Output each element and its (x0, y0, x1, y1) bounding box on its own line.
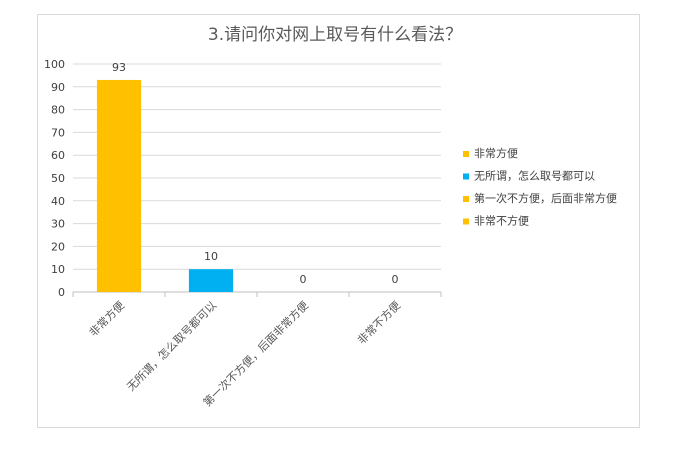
legend-swatch (463, 151, 469, 157)
bars (96, 79, 234, 293)
legend-label: 无所谓，怎么取号都可以 (474, 169, 595, 183)
y-tick-label: 50 (51, 172, 65, 185)
legend-entry: 非常不方便 (463, 214, 529, 228)
legend-entry: 无所谓，怎么取号都可以 (463, 169, 595, 183)
legend-entry: 第一次不方便，后面非常方便 (463, 191, 617, 205)
x-category-label: 第一次不方便，后面非常方便 (200, 298, 311, 409)
data-label: 0 (392, 273, 399, 286)
y-tick-label: 90 (51, 81, 65, 94)
y-tick-label: 0 (58, 286, 65, 299)
legend-label: 第一次不方便，后面非常方便 (474, 191, 617, 205)
bar (96, 79, 142, 293)
y-tick-label: 80 (51, 104, 65, 117)
y-tick-label: 100 (44, 58, 65, 71)
y-tick-label: 60 (51, 149, 65, 162)
x-category-label: 非常不方便 (354, 298, 403, 347)
y-axis: 0 10 20 30 40 50 60 70 80 90 100 (44, 58, 65, 299)
x-category-label: 非常方便 (86, 298, 127, 339)
bar (188, 269, 234, 292)
legend-swatch (463, 196, 469, 202)
data-label: 10 (204, 250, 218, 263)
y-tick-label: 10 (51, 263, 65, 276)
x-category-label: 无所谓，怎么取号都可以 (124, 298, 219, 393)
data-label: 93 (112, 61, 126, 74)
legend-swatch (463, 218, 469, 225)
y-tick-label: 70 (51, 126, 65, 139)
y-tick-label: 20 (51, 240, 65, 253)
legend-swatch (463, 173, 469, 180)
y-tick-label: 40 (51, 195, 65, 208)
legend-entry: 非常方便 (463, 146, 518, 160)
chart-title: 3.请问你对网上取号有什么看法？ (208, 25, 462, 45)
legend-label: 非常方便 (474, 146, 518, 160)
data-label: 0 (300, 273, 307, 286)
y-tick-label: 30 (51, 218, 65, 231)
data-labels: 93 10 0 0 (112, 61, 399, 286)
legend-label: 非常不方便 (474, 214, 529, 228)
